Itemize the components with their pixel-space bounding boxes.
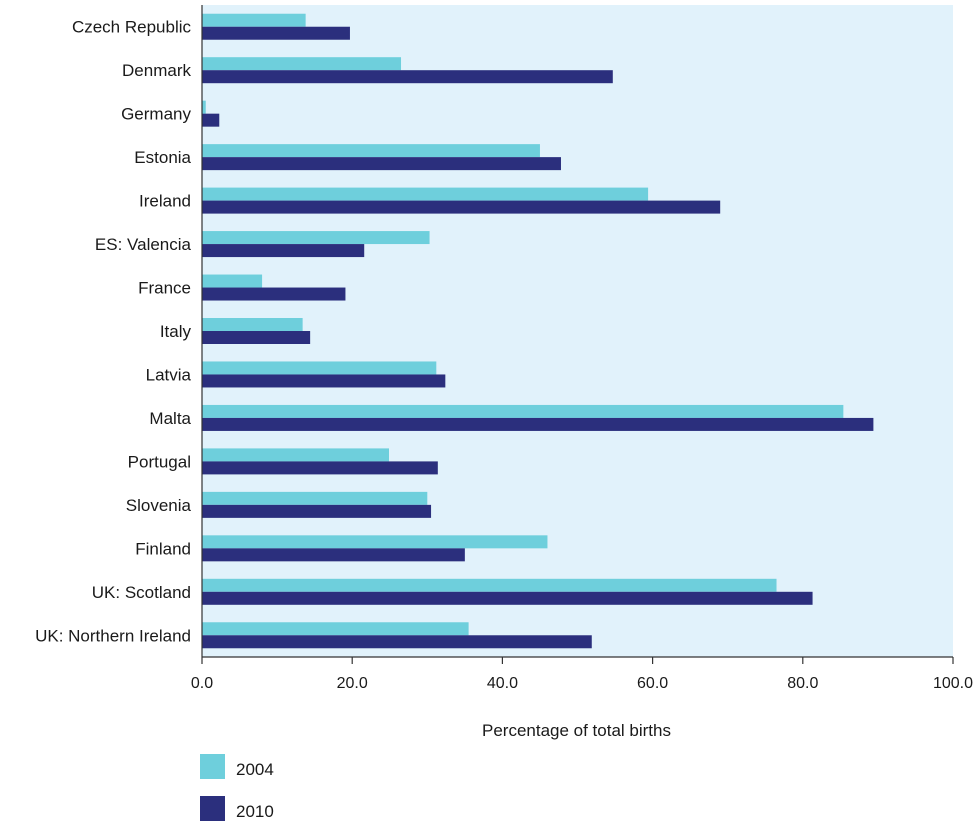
x-tick-label: 100.0 <box>933 675 973 692</box>
bar-2004-estonia <box>202 144 540 158</box>
legend-swatch-2010 <box>200 796 225 821</box>
category-labels: Czech Republic Denmark Germany Estonia Irela… <box>35 18 191 646</box>
bar-2010-finland <box>202 548 465 562</box>
category-label: Finland <box>135 539 191 558</box>
bar-2004-germany <box>202 100 206 114</box>
bar-2004-portugal <box>202 448 389 462</box>
bars-group <box>202 13 874 649</box>
x-ticks: 0.0 20.0 40.0 60.0 80.0 100.0 <box>191 657 973 692</box>
category-label: France <box>138 279 191 298</box>
category-label: Estonia <box>134 148 191 167</box>
category-label: UK: Northern Ireland <box>35 626 191 645</box>
bar-2004-slovenia <box>202 491 428 505</box>
x-tick-label: 20.0 <box>337 675 368 692</box>
bar-2010-ireland <box>202 200 721 214</box>
category-label: Denmark <box>122 61 191 80</box>
bar-2004-es-valencia <box>202 231 430 245</box>
category-label: Germany <box>121 105 191 124</box>
bar-2004-uk-scotland <box>202 578 777 592</box>
bar-2010-es-valencia <box>202 244 365 258</box>
bar-2010-italy <box>202 331 311 344</box>
category-label: Latvia <box>146 365 192 384</box>
bar-2010-uk-scotland <box>202 591 813 605</box>
category-label: ES: Valencia <box>95 235 192 254</box>
bar-2010-estonia <box>202 157 561 171</box>
legend-label-2004: 2004 <box>236 760 274 779</box>
category-label: Czech Republic <box>72 18 192 37</box>
x-tick-label: 40.0 <box>487 675 518 692</box>
bar-2010-malta <box>202 417 874 431</box>
bar-2010-germany <box>202 113 220 127</box>
x-tick-label: 80.0 <box>787 675 818 692</box>
bar-2004-latvia <box>202 361 437 375</box>
bar-2004-italy <box>202 318 303 331</box>
category-label: Italy <box>160 322 192 341</box>
legend: 2004 2010 <box>200 754 274 821</box>
category-label: UK: Scotland <box>92 583 191 602</box>
bar-2004-uk-northern-ireland <box>202 622 469 636</box>
bar-2010-slovenia <box>202 504 432 518</box>
x-axis-title: Percentage of total births <box>482 721 671 740</box>
bar-2010-czech-republic <box>202 26 350 40</box>
bar-2004-malta <box>202 404 844 418</box>
category-label: Ireland <box>139 192 191 211</box>
category-label: Portugal <box>128 452 191 471</box>
bar-2010-uk-northern-ireland <box>202 635 592 649</box>
x-tick-label: 60.0 <box>637 675 668 692</box>
bar-2010-latvia <box>202 374 446 388</box>
category-label: Malta <box>149 409 191 428</box>
bar-2004-denmark <box>202 57 402 71</box>
legend-swatch-2004 <box>200 754 225 779</box>
legend-label-2010: 2010 <box>236 802 274 821</box>
bar-2004-czech-republic <box>202 13 306 27</box>
category-label: Slovenia <box>126 496 192 515</box>
bar-2010-denmark <box>202 70 613 84</box>
x-tick-label: 0.0 <box>191 675 213 692</box>
bar-2010-france <box>202 287 346 301</box>
bar-2004-finland <box>202 535 548 549</box>
bar-2004-france <box>202 274 263 288</box>
bar-2004-ireland <box>202 187 649 201</box>
bar-2010-portugal <box>202 461 438 475</box>
